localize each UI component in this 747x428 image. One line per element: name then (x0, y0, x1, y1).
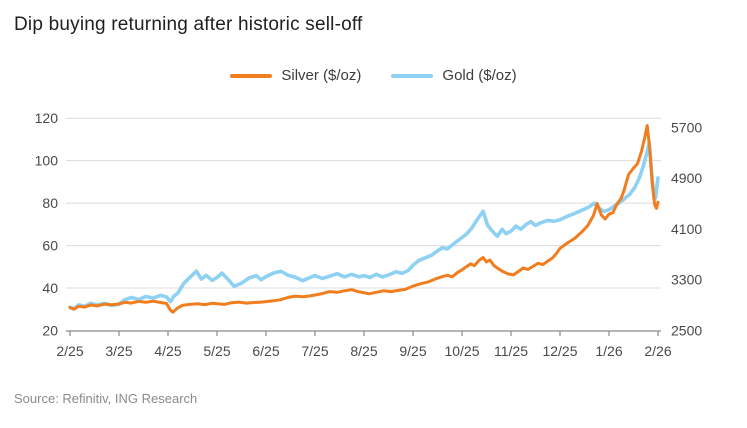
right-axis-tick-label: 2500 (671, 323, 702, 339)
left-axis-tick-label: 80 (42, 195, 58, 211)
legend: Silver ($/oz) Gold ($/oz) (0, 67, 747, 84)
right-axis-tick-label: 4100 (671, 221, 702, 237)
left-axis-tick-label: 120 (35, 110, 59, 126)
source-note: Source: Refinitiv, ING Research (14, 391, 198, 406)
x-tick-label: 4/25 (154, 343, 181, 359)
series-line-gold (68, 140, 660, 311)
left-axis-tick-label: 100 (35, 153, 59, 169)
x-tick-label: 8/25 (350, 343, 377, 359)
legend-label-silver: Silver ($/oz) (281, 67, 362, 84)
x-tick-label: 6/25 (252, 343, 279, 359)
right-axis-tick-label: 3300 (671, 272, 702, 288)
right-axis-tick-label: 4900 (671, 170, 702, 186)
left-axis-tick-label: 20 (42, 323, 58, 339)
chart-title: Dip buying returning after historic sell… (14, 14, 363, 35)
left-axis-tick-label: 40 (42, 280, 58, 296)
x-tick-label: 5/25 (203, 343, 230, 359)
legend-item-gold: Gold ($/oz) (391, 67, 517, 84)
x-tick-label: 1/26 (595, 343, 622, 359)
series-line-silver (68, 124, 660, 314)
x-tick-label: 11/25 (494, 343, 528, 359)
legend-label-gold: Gold ($/oz) (442, 67, 517, 84)
silver-line-swatch (230, 73, 273, 78)
x-tick-label: 12/25 (542, 343, 577, 359)
right-axis-tick-label: 5700 (671, 119, 702, 135)
left-axis-tick-label: 60 (42, 238, 58, 254)
x-tick-label: 2/25 (56, 343, 83, 359)
x-tick-label: 3/25 (105, 343, 132, 359)
x-tick-label: 10/25 (444, 343, 479, 359)
x-tick-label: 2/26 (644, 343, 671, 359)
gold-line-swatch (391, 73, 434, 78)
legend-item-silver: Silver ($/oz) (230, 67, 361, 84)
x-tick-label: 7/25 (301, 343, 328, 359)
x-tick-label: 9/25 (399, 343, 426, 359)
